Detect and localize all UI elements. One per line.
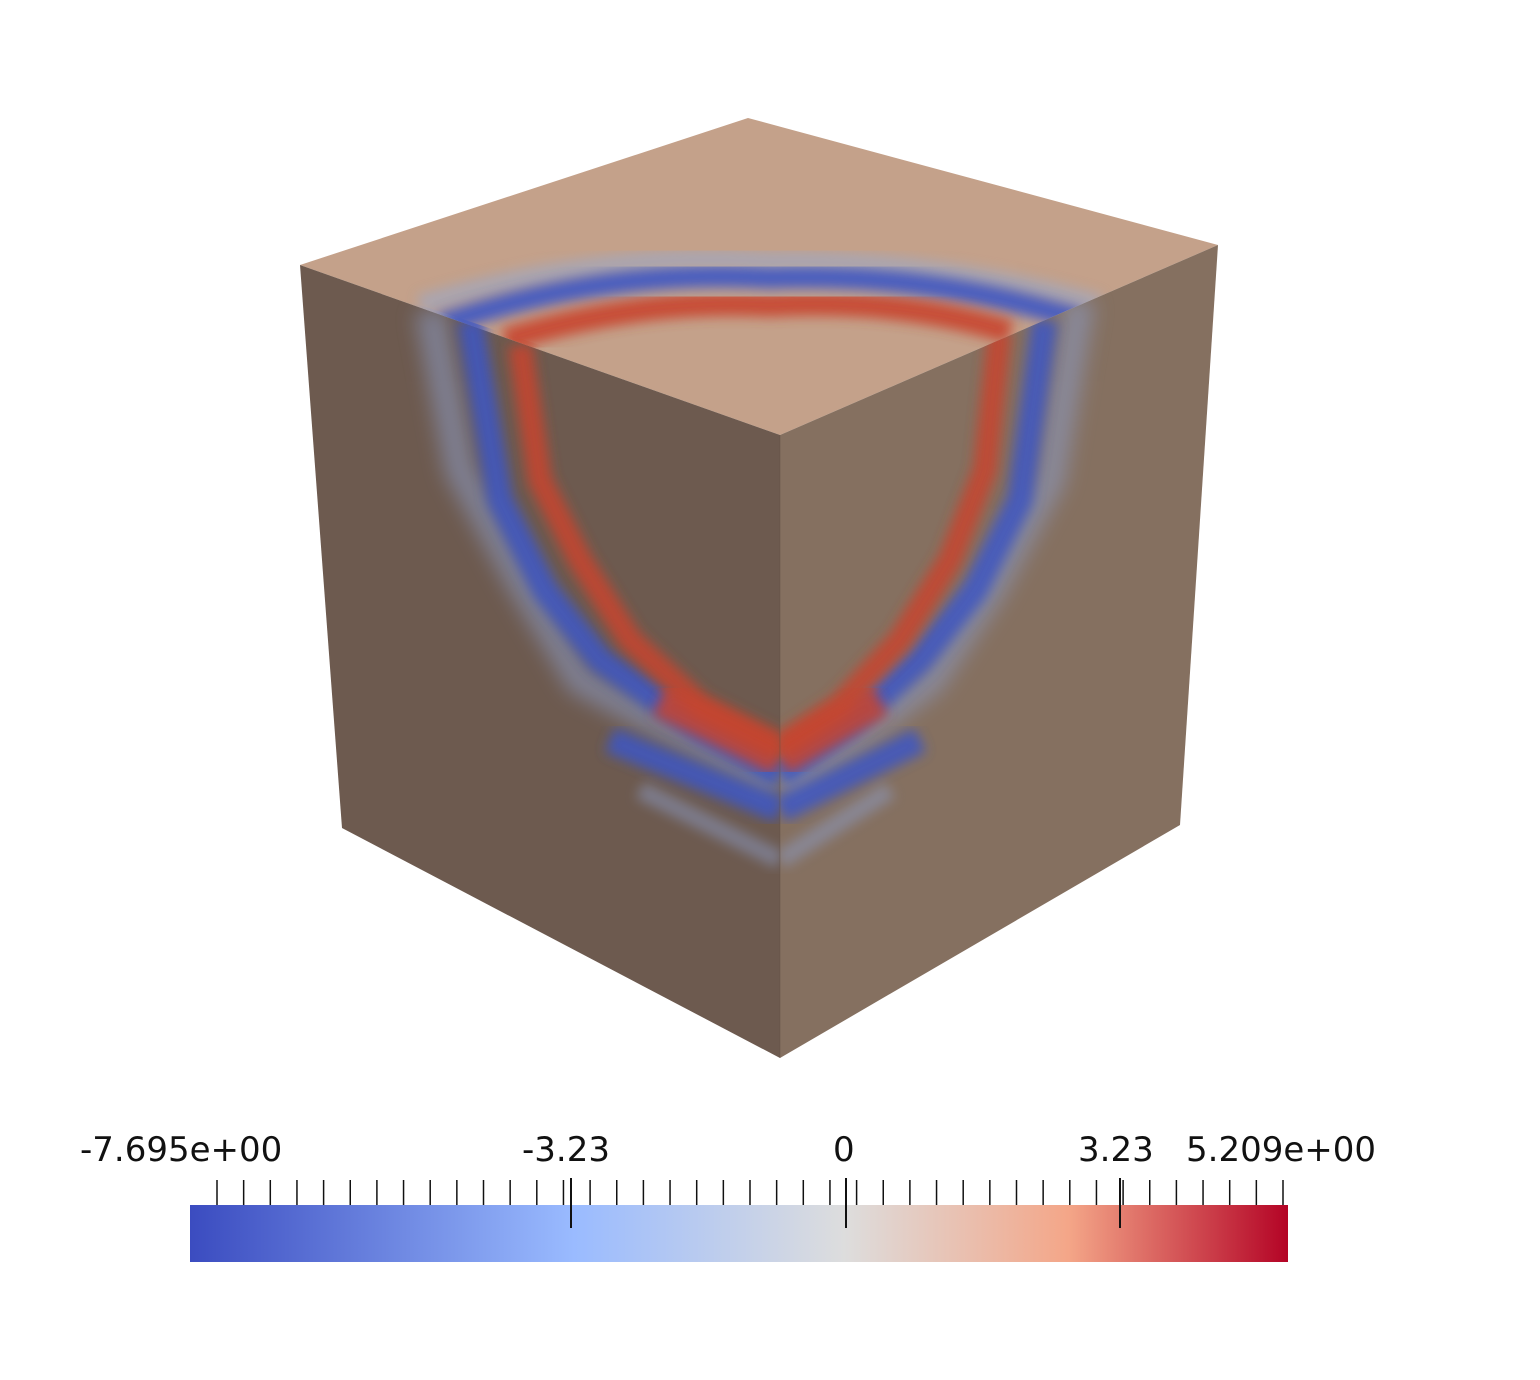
cube-right-face bbox=[780, 245, 1218, 1058]
colorbar-gradient bbox=[190, 1205, 1288, 1262]
top-face-wave bbox=[417, 249, 1103, 352]
left-face-wave bbox=[415, 307, 780, 869]
right-face-wave bbox=[780, 297, 1095, 868]
colorbar-tick-label: 3.23 bbox=[1078, 1130, 1154, 1170]
colorbar bbox=[190, 1178, 1288, 1262]
colorbar-tick-label: -3.23 bbox=[522, 1130, 610, 1170]
colorbar-minor-ticks bbox=[216, 1180, 1284, 1205]
colorbar-tick-label: 0 bbox=[833, 1130, 855, 1170]
cube-left-face bbox=[300, 265, 780, 1058]
colorbar-min-label: -7.695e+00 bbox=[80, 1130, 283, 1170]
colorbar-max-label: 5.209e+00 bbox=[1186, 1130, 1377, 1170]
cube bbox=[300, 118, 1218, 1058]
